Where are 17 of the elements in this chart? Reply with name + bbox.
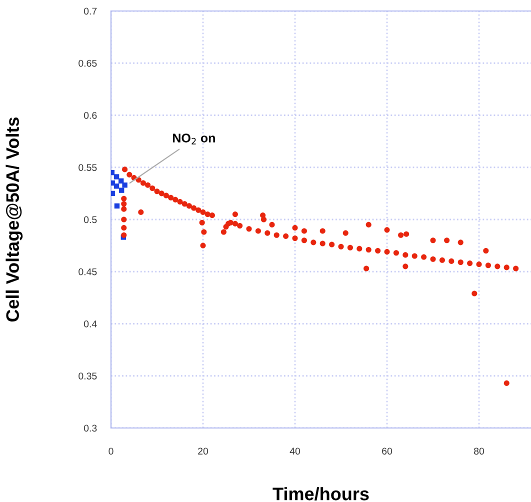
y-tick-label: 0.65 xyxy=(78,60,97,67)
x-tick-label: 60 xyxy=(382,448,392,455)
y-tick-label: 0.6 xyxy=(84,112,97,119)
y-tick-label: 0.3 xyxy=(84,424,97,432)
y-axis-title: Cell Voltage@50A/ Volts xyxy=(6,117,23,322)
y-tick-label: 0.35 xyxy=(78,372,97,380)
y-tick-label: 0.7 xyxy=(84,8,97,15)
x-tick-label: 0 xyxy=(108,448,114,455)
x-tick-label: 20 xyxy=(198,448,208,455)
y-tick-label: 0.4 xyxy=(84,320,97,328)
y-tick-label: 0.5 xyxy=(84,216,97,224)
annotation: NO$_{2}$ on xyxy=(173,134,215,144)
x-tick-label: 80 xyxy=(474,448,484,455)
x-tick-label: 40 xyxy=(290,448,300,455)
y-tick-label: 0.45 xyxy=(78,268,97,276)
x-axis-title: Time/hours xyxy=(272,487,369,501)
y-tick-label: 0.55 xyxy=(78,164,97,171)
